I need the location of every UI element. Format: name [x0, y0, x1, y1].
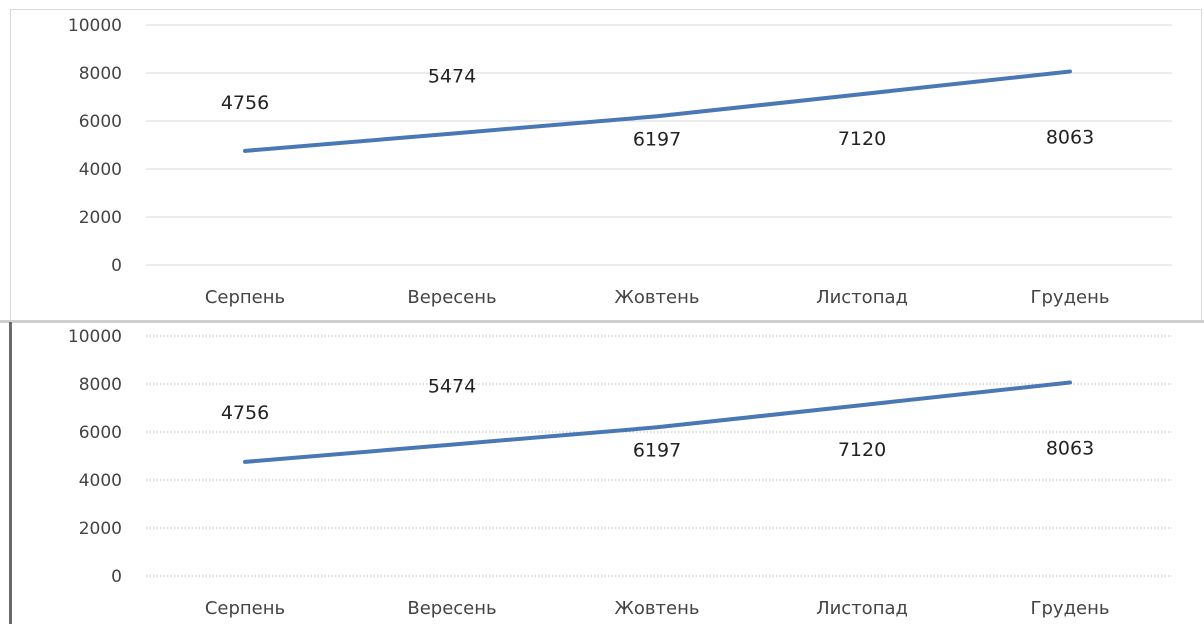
y-tick-label: 6000: [79, 112, 122, 132]
y-tick-label: 2000: [79, 519, 122, 539]
x-category-label: Серпень: [205, 287, 285, 308]
data-label: 6197: [633, 439, 681, 461]
series-line: [243, 69, 1072, 153]
data-label: 5474: [428, 66, 476, 88]
chart-panel-top: 0 2000 4000 6000 8000 10000 4756 5474 6197 7120 80…: [10, 9, 1202, 320]
x-category-label: Жовтень: [615, 598, 700, 619]
panel-divider: [0, 320, 1204, 323]
x-category-label: Жовтень: [615, 287, 700, 308]
data-label: 4756: [221, 402, 269, 424]
y-tick-label: 6000: [79, 423, 122, 443]
line-chart-bottom: 0 2000 4000 6000 8000 10000 4756 5474 6197 7120 80…: [68, 327, 1172, 619]
series-line: [243, 380, 1072, 464]
chart-frame-top: [10, 9, 1202, 320]
x-category-label: Серпень: [205, 598, 285, 619]
data-label: 7120: [838, 128, 886, 150]
x-category-label: Вересень: [407, 287, 496, 308]
x-category-label: Вересень: [407, 598, 496, 619]
y-tick-label: 10000: [68, 16, 122, 36]
data-label: 4756: [221, 92, 269, 114]
data-label: 6197: [633, 128, 681, 150]
y-tick-label: 4000: [79, 471, 122, 491]
data-label: 8063: [1046, 126, 1094, 148]
x-category-label: Грудень: [1031, 598, 1110, 619]
chart-panel-bottom: 0 2000 4000 6000 8000 10000 4756 5474 6197 7120 80…: [0, 322, 1204, 624]
y-tick-label: 2000: [79, 208, 122, 228]
data-label: 5474: [428, 376, 476, 398]
x-category-label: Листопад: [816, 598, 908, 619]
y-tick-label: 10000: [68, 327, 122, 347]
y-tick-label: 8000: [79, 375, 122, 395]
x-category-label: Листопад: [816, 287, 908, 308]
y-tick-label: 8000: [79, 64, 122, 84]
y-tick-label: 4000: [79, 160, 122, 180]
data-label: 7120: [838, 439, 886, 461]
y-tick-label: 0: [111, 567, 122, 587]
y-tick-label: 0: [111, 256, 122, 276]
chart-frame-bottom-edge: [9, 322, 12, 624]
line-chart-top: 0 2000 4000 6000 8000 10000 4756 5474 6197 7120 80…: [68, 16, 1172, 308]
x-category-label: Грудень: [1031, 287, 1110, 308]
data-label: 8063: [1046, 437, 1094, 459]
